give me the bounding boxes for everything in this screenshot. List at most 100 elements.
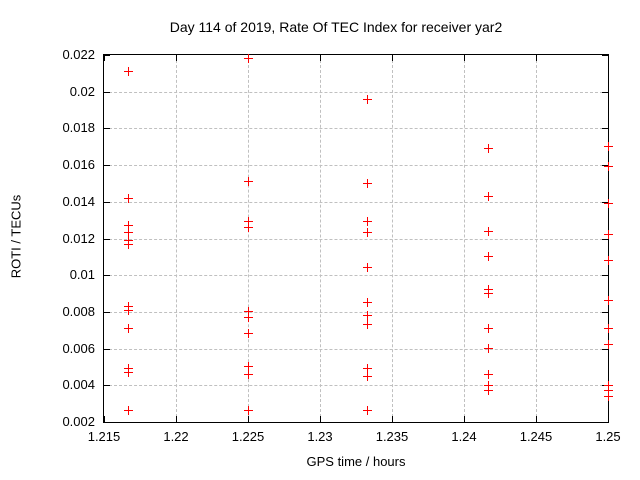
axis-tick [176, 55, 177, 61]
axis-tick [104, 385, 110, 386]
axis-tick [602, 239, 608, 240]
data-point-marker [483, 380, 493, 390]
axis-tick [602, 165, 608, 166]
gridline-v [536, 55, 537, 422]
axis-tick [104, 202, 110, 203]
data-point-marker [483, 144, 493, 154]
gridline-h [104, 128, 608, 129]
y-tick-label: 0.012 [62, 231, 95, 246]
data-point-marker [243, 177, 253, 187]
axis-tick [104, 55, 105, 61]
data-point-marker [483, 323, 493, 333]
axis-tick [248, 55, 249, 61]
data-point-marker [123, 323, 133, 333]
gridline-h [104, 202, 608, 203]
gridline-h [104, 165, 608, 166]
data-point-marker [483, 289, 493, 299]
axis-tick [176, 416, 177, 422]
axis-tick [602, 55, 608, 56]
data-point-marker [603, 323, 613, 333]
data-point-marker [123, 228, 133, 238]
y-tick-label: 0.002 [62, 414, 95, 429]
data-point-marker [363, 311, 373, 321]
axis-tick [608, 55, 609, 61]
data-point-marker [483, 252, 493, 262]
data-point-marker [603, 296, 613, 306]
plot-area [103, 54, 613, 423]
data-point-marker [243, 369, 253, 379]
y-tick-label: 0.004 [62, 377, 95, 392]
data-point-marker [123, 221, 133, 231]
data-point-marker [123, 239, 133, 249]
axis-tick [602, 349, 608, 350]
axis-tick [536, 416, 537, 422]
data-point-marker [603, 380, 613, 390]
data-point-marker [123, 305, 133, 315]
axis-tick [104, 275, 110, 276]
gridline-h [104, 92, 608, 93]
axis-tick [602, 312, 608, 313]
axis-tick [104, 55, 110, 56]
axis-tick [392, 416, 393, 422]
y-tick-label: 0.01 [69, 267, 95, 282]
data-point-marker [603, 391, 613, 401]
axis-tick [602, 202, 608, 203]
data-point-marker [123, 406, 133, 416]
data-point-marker [603, 386, 613, 396]
data-point-marker [483, 344, 493, 354]
x-tick-label: 1.225 [231, 429, 265, 444]
axis-tick [104, 422, 110, 423]
x-tick-label: 1.215 [87, 429, 121, 444]
axis-tick [602, 275, 608, 276]
axis-tick [602, 92, 608, 93]
data-point-marker [123, 193, 133, 203]
axis-tick [608, 416, 609, 422]
data-point-marker [363, 228, 373, 238]
gridline-v [464, 55, 465, 422]
data-point-marker [363, 178, 373, 188]
axis-tick [602, 422, 608, 423]
chart-title: Day 114 of 2019, Rate Of TEC Index for r… [169, 19, 503, 35]
data-point-marker [243, 406, 253, 416]
data-point-marker [603, 199, 613, 209]
x-tick-label: 1.25 [595, 429, 621, 444]
data-point-marker [363, 320, 373, 330]
x-axis-label: GPS time / hours [306, 454, 406, 469]
x-tick-label: 1.22 [163, 429, 189, 444]
axis-tick [464, 55, 465, 61]
y-tick-label: 0.022 [62, 47, 95, 62]
axis-tick [392, 55, 393, 61]
y-tick-label: 0.008 [62, 304, 95, 319]
y-tick-label: 0.016 [62, 157, 95, 172]
data-point-marker [603, 340, 613, 350]
gridline-h [104, 275, 608, 276]
axis-tick [320, 416, 321, 422]
axis-tick [248, 416, 249, 422]
data-point-marker [243, 217, 253, 227]
axis-tick [104, 165, 110, 166]
y-tick-label: 0.02 [69, 84, 95, 99]
axis-tick [536, 55, 537, 61]
data-point-marker [363, 263, 373, 273]
x-tick-label: 1.245 [519, 429, 553, 444]
data-point-marker [363, 406, 373, 416]
x-tick-label: 1.24 [451, 429, 477, 444]
gridline-h [104, 385, 608, 386]
data-point-marker [363, 371, 373, 381]
axis-tick [104, 312, 110, 313]
gridline-v [248, 55, 249, 422]
y-tick-label: 0.014 [62, 194, 95, 209]
gridline-h [104, 312, 608, 313]
data-point-marker [363, 217, 373, 227]
data-point-marker [243, 222, 253, 232]
gridline-h [104, 349, 608, 350]
data-point-marker [483, 369, 493, 379]
data-point-marker [603, 230, 613, 240]
y-tick-label: 0.006 [62, 341, 95, 356]
gridline-v [392, 55, 393, 422]
data-point-marker [243, 329, 253, 339]
data-point-marker [363, 364, 373, 374]
axis-tick [602, 128, 608, 129]
data-point-marker [243, 362, 253, 372]
